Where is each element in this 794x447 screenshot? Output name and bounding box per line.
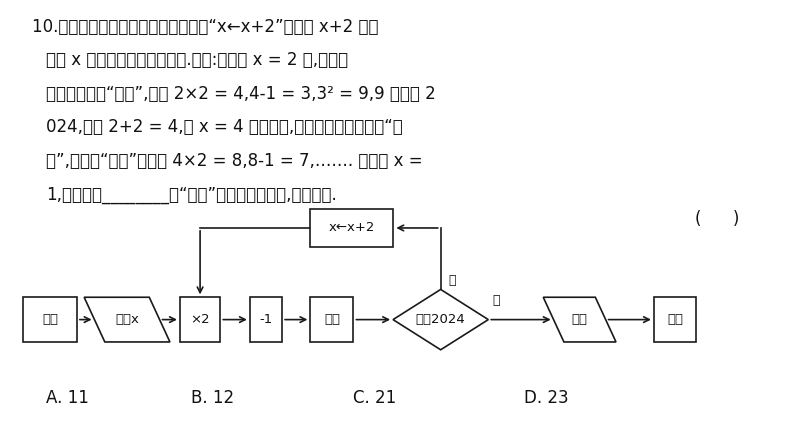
Text: 输”,第二次“传输”后可得 4×2 = 8,8-1 = 7,……. 若输入 x =: 输”,第二次“传输”后可得 4×2 = 8,8-1 = 7,……. 若输入 x … [46, 152, 422, 170]
Polygon shape [393, 290, 488, 350]
FancyBboxPatch shape [250, 297, 282, 342]
Text: B. 12: B. 12 [191, 389, 233, 407]
Polygon shape [543, 297, 616, 342]
Text: 1,那么经过________次“传输”后可以输出结果,结束程序.: 1,那么经过________次“传输”后可以输出结果,结束程序. [46, 186, 337, 203]
Text: x←x+2: x←x+2 [329, 221, 375, 235]
Text: (      ): ( ) [695, 210, 739, 228]
Text: A. 11: A. 11 [46, 389, 89, 407]
Text: 平方: 平方 [324, 313, 340, 326]
Text: 否: 否 [449, 274, 456, 287]
Text: -1: -1 [260, 313, 272, 326]
FancyBboxPatch shape [179, 297, 221, 342]
Text: ×2: ×2 [191, 313, 210, 326]
Polygon shape [84, 297, 170, 342]
Text: 开始: 开始 [42, 313, 58, 326]
Text: 10.如图是计算机程序的一个流程图，“x←x+2”表示用 x+2 的值: 10.如图是计算机程序的一个流程图，“x←x+2”表示用 x+2 的值 [32, 18, 378, 36]
Text: C. 21: C. 21 [353, 389, 396, 407]
Text: 输入x: 输入x [115, 313, 139, 326]
FancyBboxPatch shape [310, 297, 353, 342]
Text: 结束: 结束 [667, 313, 683, 326]
Text: 作为 x 的值输入程序再次计算.比如:当输入 x = 2 时,依次计: 作为 x 的值输入程序再次计算.比如:当输入 x = 2 时,依次计 [46, 51, 349, 69]
Text: 大于2024: 大于2024 [416, 313, 465, 326]
FancyBboxPatch shape [310, 209, 394, 247]
Text: 024,所以 2+2 = 4,把 x = 4 输入程序,再次计算作为第二次“传: 024,所以 2+2 = 4,把 x = 4 输入程序,再次计算作为第二次“传 [46, 118, 403, 136]
Text: D. 23: D. 23 [524, 389, 569, 407]
Text: 输出: 输出 [572, 313, 588, 326]
FancyBboxPatch shape [653, 297, 696, 342]
Text: 是: 是 [492, 294, 499, 307]
FancyBboxPatch shape [23, 297, 77, 342]
Text: 算作为第一次“传输”,可得 2×2 = 4,4-1 = 3,3² = 9,9 不大于 2: 算作为第一次“传输”,可得 2×2 = 4,4-1 = 3,3² = 9,9 不… [46, 85, 436, 103]
